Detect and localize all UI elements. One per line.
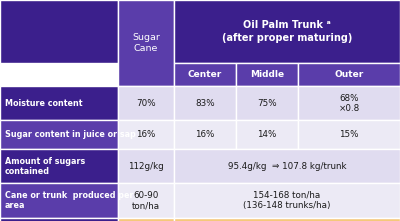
- Text: 154-168 ton/ha
(136-148 trunks/ha): 154-168 ton/ha (136-148 trunks/ha): [243, 191, 331, 210]
- Text: Oil Palm Trunk ᵃ
(after proper maturing): Oil Palm Trunk ᵃ (after proper maturing): [222, 20, 352, 43]
- Bar: [174, 149, 400, 183]
- Bar: [0, 120, 118, 149]
- Bar: [118, 149, 174, 183]
- Bar: [236, 63, 298, 86]
- Bar: [174, 86, 236, 120]
- Bar: [118, 120, 174, 149]
- Text: 75%: 75%: [257, 99, 277, 108]
- Bar: [174, 218, 400, 221]
- Text: 70%: 70%: [136, 99, 156, 108]
- Bar: [0, 183, 118, 218]
- Bar: [0, 86, 118, 120]
- Bar: [0, 149, 118, 183]
- Bar: [174, 183, 400, 218]
- Bar: [298, 86, 400, 120]
- Bar: [118, 0, 174, 86]
- Text: 16%: 16%: [195, 130, 215, 139]
- Text: Cane or trunk  produced per
area: Cane or trunk produced per area: [5, 191, 133, 210]
- Bar: [174, 0, 400, 63]
- Bar: [236, 86, 298, 120]
- Text: 112g/kg: 112g/kg: [128, 162, 164, 171]
- Text: Sugar content in juice or sap: Sugar content in juice or sap: [5, 130, 136, 139]
- Text: Moisture content: Moisture content: [5, 99, 82, 108]
- Text: 16%: 16%: [136, 130, 156, 139]
- Bar: [174, 63, 236, 86]
- Text: 83%: 83%: [195, 99, 215, 108]
- Text: Amount of sugars
contained: Amount of sugars contained: [5, 157, 85, 176]
- Text: Outer: Outer: [334, 70, 364, 79]
- Bar: [236, 120, 298, 149]
- Bar: [0, 218, 118, 221]
- Bar: [118, 218, 174, 221]
- Text: Sugar
Cane: Sugar Cane: [132, 33, 160, 53]
- Bar: [118, 183, 174, 218]
- Bar: [0, 0, 118, 63]
- Text: 14%: 14%: [257, 130, 277, 139]
- Text: Center: Center: [188, 70, 222, 79]
- Text: 15%: 15%: [339, 130, 359, 139]
- Text: 68%
×0.8: 68% ×0.8: [338, 94, 360, 113]
- Text: 60-90
ton/ha: 60-90 ton/ha: [132, 191, 160, 210]
- Bar: [298, 120, 400, 149]
- Text: 95.4g/kg  ⇒ 107.8 kg/trunk: 95.4g/kg ⇒ 107.8 kg/trunk: [228, 162, 346, 171]
- Bar: [118, 86, 174, 120]
- Bar: [174, 120, 236, 149]
- Text: Middle: Middle: [250, 70, 284, 79]
- Bar: [298, 63, 400, 86]
